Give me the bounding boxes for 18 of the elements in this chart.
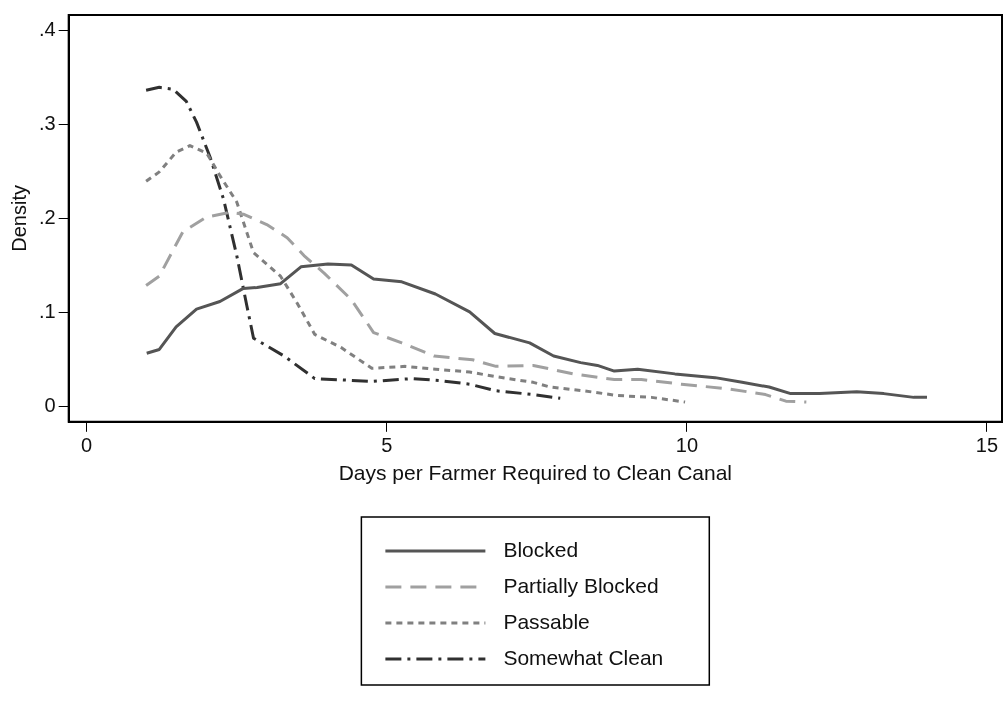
legend-label: Blocked	[503, 537, 579, 561]
line-series	[144, 85, 562, 400]
y-tick-label: .4	[38, 18, 56, 41]
x-tick-label: 10	[675, 434, 699, 457]
y-tick-label: .2	[38, 206, 56, 229]
x-axis-title: Days per Farmer Required to Clean Canal	[338, 461, 733, 485]
legend-label: Partially Blocked	[503, 573, 659, 597]
legend-label: Passable	[503, 609, 590, 633]
y-tick-label: 0	[44, 394, 56, 417]
x-tick-label: 15	[975, 434, 999, 457]
line-series	[144, 210, 808, 404]
y-tick-label: .3	[38, 112, 56, 135]
x-tick-label: 5	[381, 434, 393, 457]
line-series	[144, 144, 687, 404]
y-axis-title: Density	[7, 185, 30, 252]
legend-label: Somewhat Clean	[503, 645, 664, 669]
x-tick-label: 0	[81, 434, 93, 457]
y-tick-label: .1	[38, 300, 56, 323]
